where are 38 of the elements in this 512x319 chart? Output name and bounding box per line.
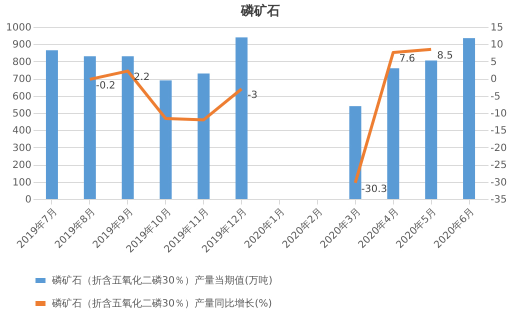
- y-tick-label: 1000: [6, 22, 32, 34]
- data-label: 8.5: [437, 50, 454, 62]
- bar: [425, 60, 438, 199]
- y2-tick-label: -35: [490, 194, 507, 206]
- y-tick-label: 500: [12, 108, 32, 120]
- data-label: -30.3: [361, 184, 388, 195]
- bar: [387, 68, 400, 199]
- y-tick-label: 0: [25, 194, 32, 206]
- y-tick-label: 800: [12, 56, 32, 68]
- data-label: 2.2: [134, 72, 150, 84]
- bar: [46, 50, 58, 199]
- y2-tick-label: -25: [490, 160, 507, 172]
- bar: [236, 37, 248, 199]
- chart-title: 磷矿石: [240, 3, 280, 19]
- y-tick-label: 700: [12, 74, 32, 86]
- bar: [463, 38, 476, 199]
- y2-tick-label: 10: [490, 40, 504, 51]
- data-label: 7.6: [399, 53, 416, 64]
- y-tick-label: 200: [12, 160, 32, 172]
- y2-tick-label: -10: [490, 108, 507, 120]
- y-tick-label: 400: [12, 126, 32, 137]
- legend-label: 磷矿石（折含五氧化二磷30％）产量当期值(万吨): [51, 274, 273, 286]
- y2-tick-label: 0: [490, 74, 497, 86]
- y-tick-label: 100: [12, 177, 32, 188]
- y-tick-label: 900: [12, 40, 32, 51]
- y2-tick-label: 15: [490, 22, 504, 34]
- y2-tick-label: -20: [490, 142, 507, 154]
- y-tick-label: 300: [12, 142, 32, 154]
- data-label: -3: [248, 90, 258, 101]
- y-tick-label: 600: [12, 91, 32, 102]
- y2-tick-label: 5: [490, 56, 497, 68]
- y2-tick-label: -30: [490, 177, 507, 188]
- y2-tick-label: -5: [490, 91, 500, 102]
- bar: [349, 106, 362, 199]
- y2-tick-label: -15: [490, 126, 507, 137]
- data-label: -0.2: [96, 80, 116, 92]
- bar: [84, 56, 96, 199]
- legend-label: 磷矿石（折含五氧化二磷30％）产量同比增长(%): [51, 298, 272, 310]
